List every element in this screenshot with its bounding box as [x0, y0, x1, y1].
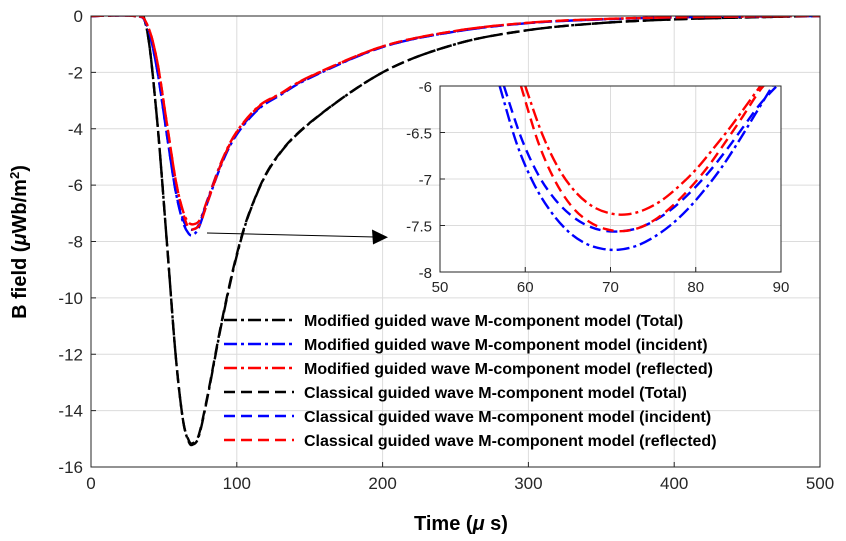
series-line — [91, 16, 820, 445]
y-tick-label: -16 — [58, 458, 83, 477]
main-series-lines — [91, 16, 820, 447]
x-tick-label: 500 — [806, 474, 834, 493]
x-tick-label: 0 — [86, 474, 95, 493]
series-line — [519, 86, 766, 233]
x-tick-label: 70 — [602, 279, 619, 296]
inset-pointer-arrowhead — [372, 229, 388, 245]
x-tick-label: 80 — [687, 279, 704, 296]
series-line — [498, 86, 774, 252]
y-tick-label: -8 — [68, 233, 83, 252]
inset-series-lines — [498, 86, 778, 252]
legend: Modified guided wave M-component model (… — [224, 313, 717, 450]
legend-entry: Classical guided wave M-component model … — [304, 385, 687, 402]
y-tick-label: -6 — [419, 79, 432, 96]
y-tick-label: -7.5 — [406, 219, 432, 236]
y-tick-label: -10 — [58, 289, 83, 308]
x-tick-label: 50 — [432, 279, 449, 296]
y-tick-label: -14 — [58, 402, 83, 421]
y-tick-label: -6 — [68, 176, 83, 195]
x-tick-label: 200 — [368, 474, 396, 493]
legend-entry: Classical guided wave M-component model … — [304, 433, 717, 450]
y-tick-label: -7 — [419, 172, 432, 189]
x-tick-label: 400 — [660, 474, 688, 493]
legend-entry: Modified guided wave M-component model (… — [304, 313, 683, 330]
y-tick-label: -12 — [58, 345, 83, 364]
legend-entry: Classical guided wave M-component model … — [304, 409, 711, 426]
series-line — [524, 86, 762, 216]
legend-entry: Modified guided wave M-component model (… — [304, 361, 713, 378]
y-tick-label: -2 — [68, 63, 83, 82]
main-axis-ticks: 0 100 200 300 400 500 0 -2 -4 -6 -8 -10 -12 -14 -16 — [58, 7, 834, 493]
x-tick-label: 60 — [517, 279, 534, 296]
inset-axis-ticks: 50 60 70 80 90 -6 -6.5 -7 -7.5 -8 — [406, 79, 789, 296]
x-tick-label: 300 — [514, 474, 542, 493]
y-tick-label: -8 — [419, 265, 432, 282]
inset-pointer-arrow — [206, 232, 376, 238]
y-tick-label: -6.5 — [406, 126, 432, 143]
y-tick-label: 0 — [74, 7, 83, 26]
x-tick-label: 90 — [773, 279, 790, 296]
y-tick-label: -4 — [68, 120, 83, 139]
x-tick-label: 100 — [223, 474, 251, 493]
series-line — [91, 16, 820, 231]
x-axis-label: Time (μ s) — [414, 513, 508, 535]
y-axis-label: B field (μWb/m2) — [7, 165, 32, 319]
legend-entry: Modified guided wave M-component model (… — [304, 337, 708, 354]
